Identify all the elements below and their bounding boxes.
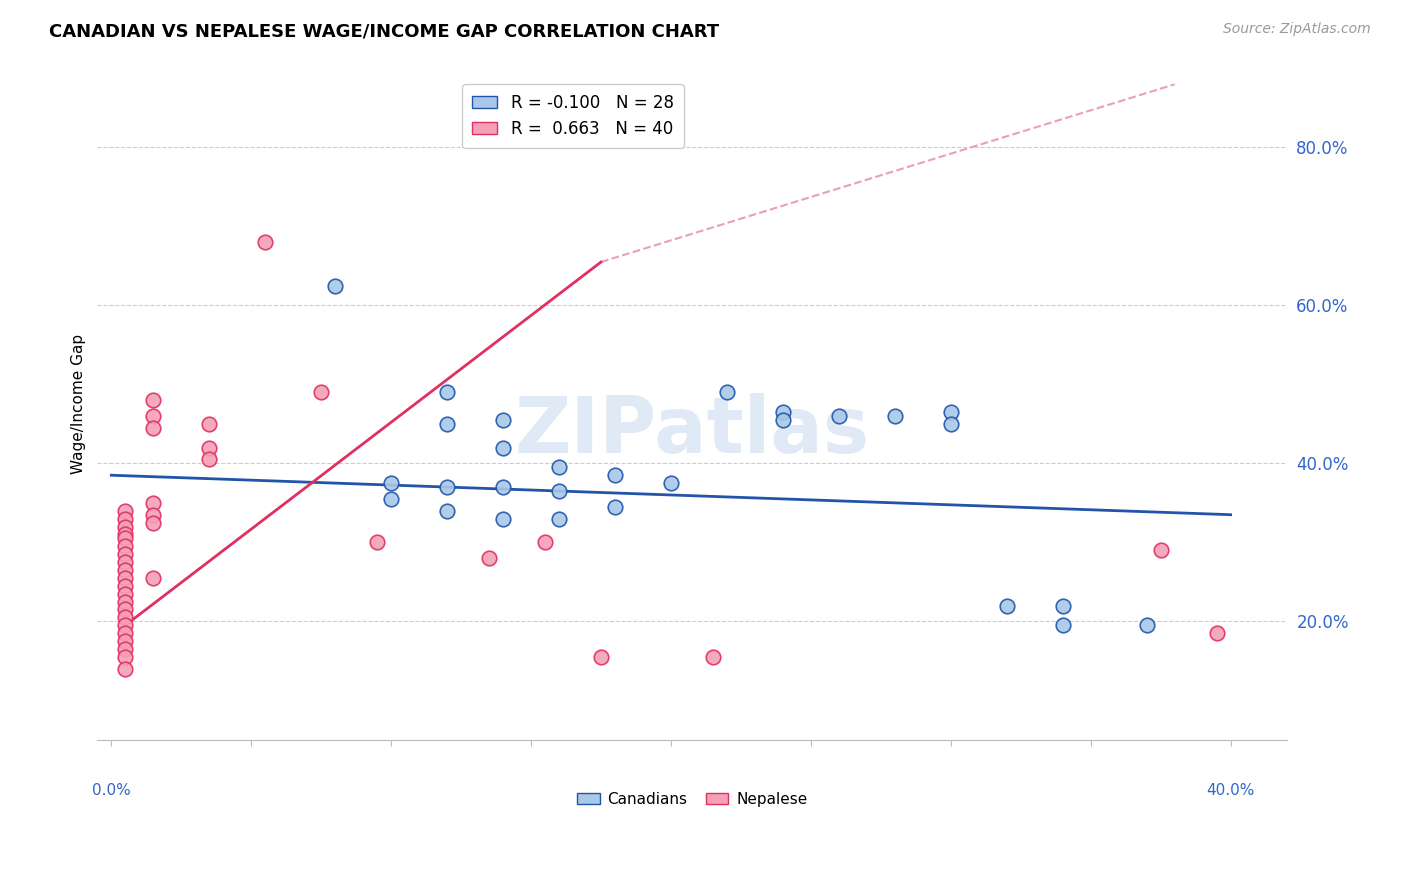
Point bbox=[1052, 599, 1074, 613]
Point bbox=[772, 405, 794, 419]
Point bbox=[659, 476, 682, 491]
Point bbox=[1150, 543, 1173, 558]
Point bbox=[114, 587, 136, 601]
Point bbox=[828, 409, 851, 423]
Point bbox=[114, 539, 136, 553]
Point bbox=[492, 441, 515, 455]
Point bbox=[114, 579, 136, 593]
Point bbox=[492, 511, 515, 525]
Point bbox=[114, 642, 136, 657]
Point bbox=[772, 413, 794, 427]
Text: 0.0%: 0.0% bbox=[91, 783, 131, 798]
Point bbox=[548, 483, 571, 498]
Point bbox=[142, 496, 165, 510]
Point bbox=[548, 511, 571, 525]
Point bbox=[603, 468, 626, 483]
Point bbox=[436, 480, 458, 494]
Text: ZIPatlas: ZIPatlas bbox=[515, 393, 869, 469]
Point bbox=[323, 278, 346, 293]
Point bbox=[114, 563, 136, 577]
Point bbox=[478, 551, 501, 566]
Text: 40.0%: 40.0% bbox=[1206, 783, 1254, 798]
Point bbox=[114, 571, 136, 585]
Point bbox=[142, 508, 165, 522]
Point bbox=[492, 413, 515, 427]
Point bbox=[114, 649, 136, 664]
Point bbox=[716, 385, 738, 400]
Point bbox=[142, 421, 165, 435]
Point bbox=[380, 476, 402, 491]
Text: Source: ZipAtlas.com: Source: ZipAtlas.com bbox=[1223, 22, 1371, 37]
Point bbox=[198, 441, 221, 455]
Point bbox=[939, 405, 962, 419]
Point bbox=[114, 610, 136, 624]
Point bbox=[995, 599, 1018, 613]
Point bbox=[114, 634, 136, 648]
Legend: Canadians, Nepalese: Canadians, Nepalese bbox=[571, 786, 814, 813]
Point bbox=[534, 535, 557, 549]
Point bbox=[114, 532, 136, 546]
Point bbox=[1052, 618, 1074, 632]
Point bbox=[114, 555, 136, 569]
Point bbox=[142, 393, 165, 408]
Point bbox=[114, 504, 136, 518]
Point bbox=[114, 547, 136, 561]
Point bbox=[142, 571, 165, 585]
Point bbox=[1136, 618, 1159, 632]
Point bbox=[114, 602, 136, 616]
Point bbox=[254, 235, 277, 250]
Point bbox=[114, 662, 136, 676]
Point bbox=[198, 417, 221, 431]
Point bbox=[114, 519, 136, 533]
Point bbox=[114, 594, 136, 608]
Point bbox=[142, 409, 165, 423]
Point bbox=[114, 626, 136, 640]
Point bbox=[114, 618, 136, 632]
Point bbox=[939, 417, 962, 431]
Point bbox=[198, 452, 221, 467]
Point bbox=[114, 527, 136, 541]
Point bbox=[1205, 626, 1227, 640]
Point bbox=[702, 649, 724, 664]
Point bbox=[492, 480, 515, 494]
Point bbox=[603, 500, 626, 514]
Y-axis label: Wage/Income Gap: Wage/Income Gap bbox=[72, 334, 86, 475]
Point bbox=[589, 649, 612, 664]
Point bbox=[366, 535, 388, 549]
Point bbox=[142, 516, 165, 530]
Point bbox=[309, 385, 332, 400]
Point bbox=[548, 460, 571, 475]
Point bbox=[114, 511, 136, 525]
Point bbox=[883, 409, 905, 423]
Point bbox=[436, 385, 458, 400]
Point bbox=[436, 417, 458, 431]
Text: CANADIAN VS NEPALESE WAGE/INCOME GAP CORRELATION CHART: CANADIAN VS NEPALESE WAGE/INCOME GAP COR… bbox=[49, 22, 720, 40]
Point bbox=[380, 491, 402, 506]
Point bbox=[436, 504, 458, 518]
